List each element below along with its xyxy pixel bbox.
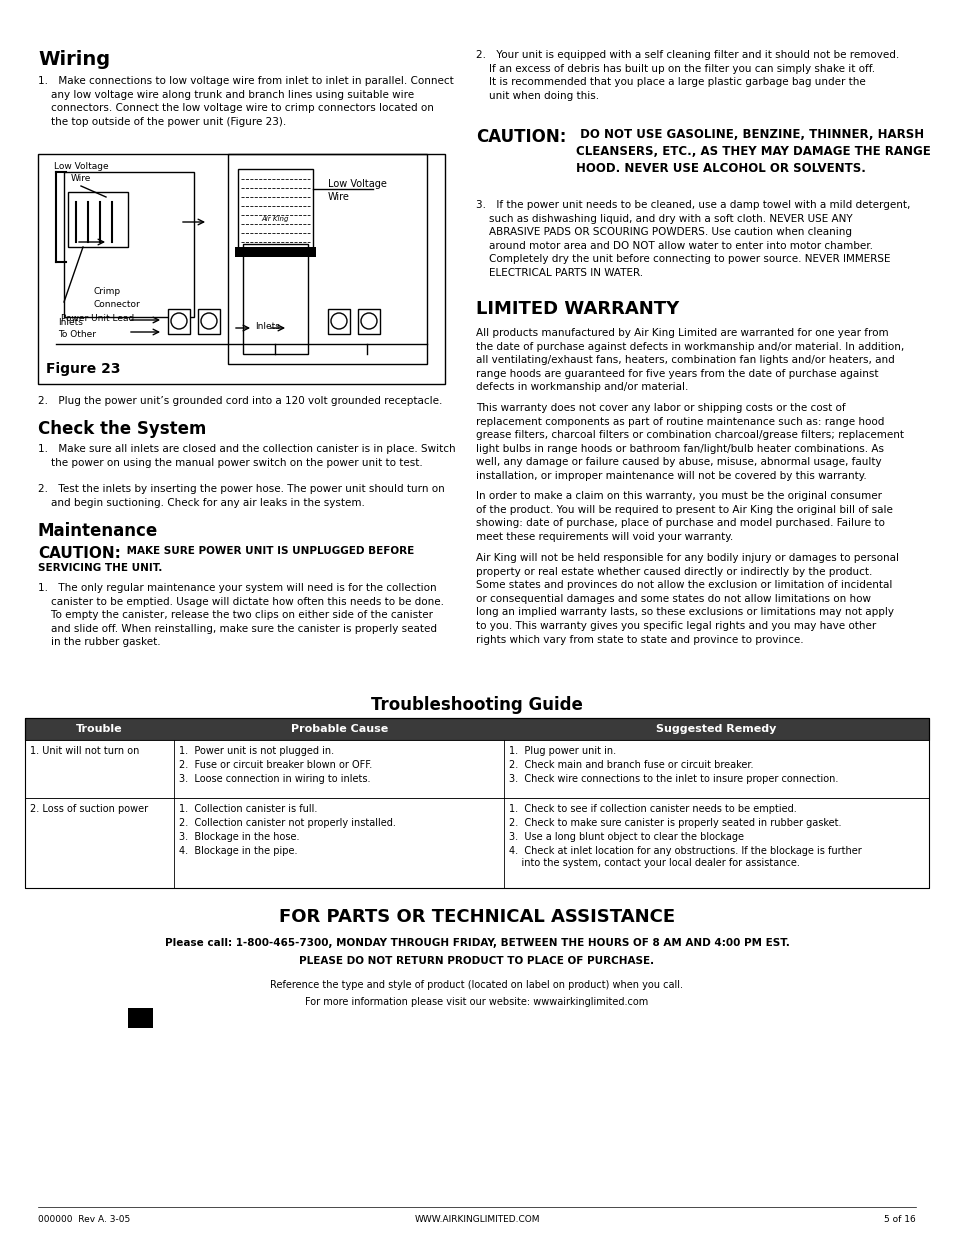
Bar (25, 718, 928, 740)
Text: 2.  Check main and branch fuse or circuit breaker.: 2. Check main and branch fuse or circuit… (509, 760, 753, 769)
Text: 3.  Check wire connections to the inlet to insure proper connection.: 3. Check wire connections to the inlet t… (509, 774, 838, 784)
Text: 4.  Blockage in the pipe.: 4. Blockage in the pipe. (179, 846, 297, 856)
Bar (237, 169, 313, 249)
Text: Please call: 1-800-465-7300, MONDAY THROUGH FRIDAY, BETWEEN THE HOURS OF 8 AM AN: Please call: 1-800-465-7300, MONDAY THRO… (164, 939, 789, 948)
Text: Connector: Connector (94, 300, 141, 309)
Text: 2. Loss of suction power: 2. Loss of suction power (30, 804, 148, 814)
Bar (38, 154, 444, 384)
Text: 3.  Loose connection in wiring to inlets.: 3. Loose connection in wiring to inlets. (179, 774, 371, 784)
Text: 3. If the power unit needs to be cleaned, use a damp towel with a mild detergent: 3. If the power unit needs to be cleaned… (476, 200, 909, 278)
Text: 1.  Power unit is not plugged in.: 1. Power unit is not plugged in. (179, 746, 334, 756)
Text: 3.  Blockage in the hose.: 3. Blockage in the hose. (179, 832, 299, 842)
Circle shape (331, 312, 347, 329)
Text: CAUTION:: CAUTION: (476, 128, 566, 146)
Text: SERVICING THE UNIT.: SERVICING THE UNIT. (38, 563, 162, 573)
Text: This warranty does not cover any labor or shipping costs or the cost of
replacem: This warranty does not cover any labor o… (476, 403, 903, 480)
Text: CAUTION:: CAUTION: (38, 546, 121, 561)
Text: MAKE SURE POWER UNIT IS UNPLUGGED BEFORE: MAKE SURE POWER UNIT IS UNPLUGGED BEFORE (123, 546, 414, 556)
Bar (243, 245, 308, 354)
Text: 1.  Plug power unit in.: 1. Plug power unit in. (509, 746, 616, 756)
Text: 2.  Check to make sure canister is properly seated in rubber gasket.: 2. Check to make sure canister is proper… (509, 818, 841, 827)
Circle shape (201, 312, 216, 329)
Text: Wire: Wire (328, 191, 350, 203)
Bar (357, 309, 379, 333)
Text: 2.  Fuse or circuit breaker blown or OFF.: 2. Fuse or circuit breaker blown or OFF. (179, 760, 372, 769)
Bar (228, 154, 427, 364)
Text: Power Unit Lead: Power Unit Lead (61, 314, 134, 324)
Text: 1. Make connections to low voltage wire from inlet to inlet in parallel. Connect: 1. Make connections to low voltage wire … (38, 77, 454, 127)
Bar (328, 309, 350, 333)
Text: Figure 23: Figure 23 (46, 362, 120, 375)
Text: Troubleshooting Guide: Troubleshooting Guide (371, 697, 582, 714)
Text: DO NOT USE GASOLINE, BENZINE, THINNER, HARSH CLEANSERS, ETC., AS THEY MAY DAMAGE: DO NOT USE GASOLINE, BENZINE, THINNER, H… (576, 128, 930, 175)
Text: 1. The only regular maintenance your system will need is for the collection
    : 1. The only regular maintenance your sys… (38, 583, 443, 647)
Bar (64, 172, 193, 317)
Text: FOR PARTS OR TECHNICAL ASSISTANCE: FOR PARTS OR TECHNICAL ASSISTANCE (278, 908, 675, 926)
Text: Low Voltage: Low Voltage (328, 179, 387, 189)
Text: 3.  Use a long blunt object to clear the blockage: 3. Use a long blunt object to clear the … (509, 832, 743, 842)
Text: Inlets: Inlets (255, 322, 280, 331)
Bar (198, 309, 220, 333)
Text: Inlets: Inlets (58, 317, 83, 327)
Text: 4.  Check at inlet location for any obstructions. If the blockage is further
   : 4. Check at inlet location for any obstr… (509, 846, 861, 868)
Text: Air King will not be held responsible for any bodily injury or damages to person: Air King will not be held responsible fo… (476, 553, 898, 645)
Text: Crimp: Crimp (94, 287, 121, 296)
Text: Reference the type and style of product (located on label on product) when you c: Reference the type and style of product … (271, 981, 682, 990)
Text: Suggested Remedy: Suggested Remedy (656, 724, 776, 734)
Bar (25, 740, 928, 798)
Bar (128, 1008, 152, 1028)
Text: Low Voltage: Low Voltage (53, 162, 109, 170)
Text: In order to make a claim on this warranty, you must be the original consumer
of : In order to make a claim on this warrant… (476, 492, 892, 542)
Circle shape (360, 312, 376, 329)
Circle shape (171, 312, 187, 329)
Text: LIMITED WARRANTY: LIMITED WARRANTY (476, 300, 679, 317)
Text: 2. Test the inlets by inserting the power hose. The power unit should turn on
  : 2. Test the inlets by inserting the powe… (38, 484, 444, 508)
Text: 5 of 16: 5 of 16 (883, 1215, 915, 1224)
Text: Wire: Wire (71, 174, 91, 183)
Text: All products manufactured by Air King Limited are warranted for one year from
th: All products manufactured by Air King Li… (476, 329, 903, 393)
Bar (25, 798, 928, 888)
Text: Trouble: Trouble (76, 724, 123, 734)
Text: 1. Make sure all inlets are closed and the collection canister is in place. Swit: 1. Make sure all inlets are closed and t… (38, 445, 456, 468)
Text: Wiring: Wiring (38, 49, 110, 69)
Text: WWW.AIRKINGLIMITED.COM: WWW.AIRKINGLIMITED.COM (414, 1215, 539, 1224)
Bar (234, 247, 315, 257)
Text: Probable Cause: Probable Cause (291, 724, 387, 734)
Text: Air King: Air King (261, 216, 289, 222)
Text: 1. Unit will not turn on: 1. Unit will not turn on (30, 746, 139, 756)
Text: To Other: To Other (58, 330, 96, 338)
Bar (25, 718, 928, 888)
Text: 1.  Collection canister is full.: 1. Collection canister is full. (179, 804, 317, 814)
Text: Check the System: Check the System (38, 420, 206, 438)
Text: 2. Your unit is equipped with a self cleaning filter and it should not be remove: 2. Your unit is equipped with a self cle… (476, 49, 899, 101)
Text: 2. Plug the power unit’s grounded cord into a 120 volt grounded receptacle.: 2. Plug the power unit’s grounded cord i… (38, 396, 442, 406)
Bar (68, 191, 128, 247)
Bar (168, 309, 190, 333)
Text: 000000  Rev A. 3-05: 000000 Rev A. 3-05 (38, 1215, 131, 1224)
Text: For more information please visit our website: wwwairkinglimited.com: For more information please visit our we… (305, 997, 648, 1007)
Text: 2.  Collection canister not properly installed.: 2. Collection canister not properly inst… (179, 818, 395, 827)
Text: PLEASE DO NOT RETURN PRODUCT TO PLACE OF PURCHASE.: PLEASE DO NOT RETURN PRODUCT TO PLACE OF… (299, 956, 654, 966)
Text: 1.  Check to see if collection canister needs to be emptied.: 1. Check to see if collection canister n… (509, 804, 796, 814)
Text: Maintenance: Maintenance (38, 522, 158, 540)
